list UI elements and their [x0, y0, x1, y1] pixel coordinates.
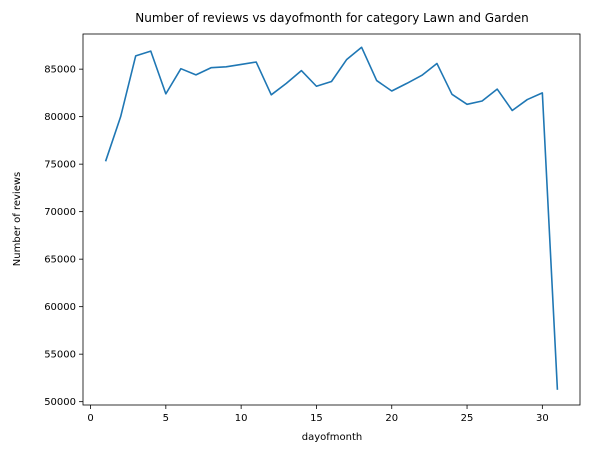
x-axis-label: dayofmonth [302, 432, 363, 443]
y-axis: 50000 55000 60000 65000 70000 75000 80000 85000 [44, 65, 83, 408]
x-tick-label: 5 [163, 413, 169, 424]
y-tick-label: 80000 [44, 112, 76, 123]
x-tick-label: 15 [310, 413, 323, 424]
series-line-0 [104, 46, 559, 390]
y-tick-label: 55000 [44, 350, 76, 361]
x-tick-label: 20 [385, 413, 398, 424]
x-tick-label: 0 [87, 413, 93, 424]
chart-title: Number of reviews vs dayofmonth for cate… [135, 11, 529, 25]
axes-frame [82, 33, 581, 406]
y-axis-label: Number of reviews [12, 172, 23, 266]
y-tick-label: 65000 [44, 255, 76, 266]
y-tick-label: 85000 [44, 65, 76, 76]
y-tick-label: 60000 [44, 302, 76, 313]
x-tick-label: 25 [461, 413, 474, 424]
y-tick-label: 70000 [44, 207, 76, 218]
y-tick-label: 75000 [44, 160, 76, 171]
x-tick-label: 10 [235, 413, 248, 424]
y-tick-label: 50000 [44, 397, 76, 408]
x-tick-label: 30 [536, 413, 549, 424]
x-axis: 0 5 10 15 20 25 30 [87, 405, 549, 424]
plot-area [104, 46, 559, 390]
